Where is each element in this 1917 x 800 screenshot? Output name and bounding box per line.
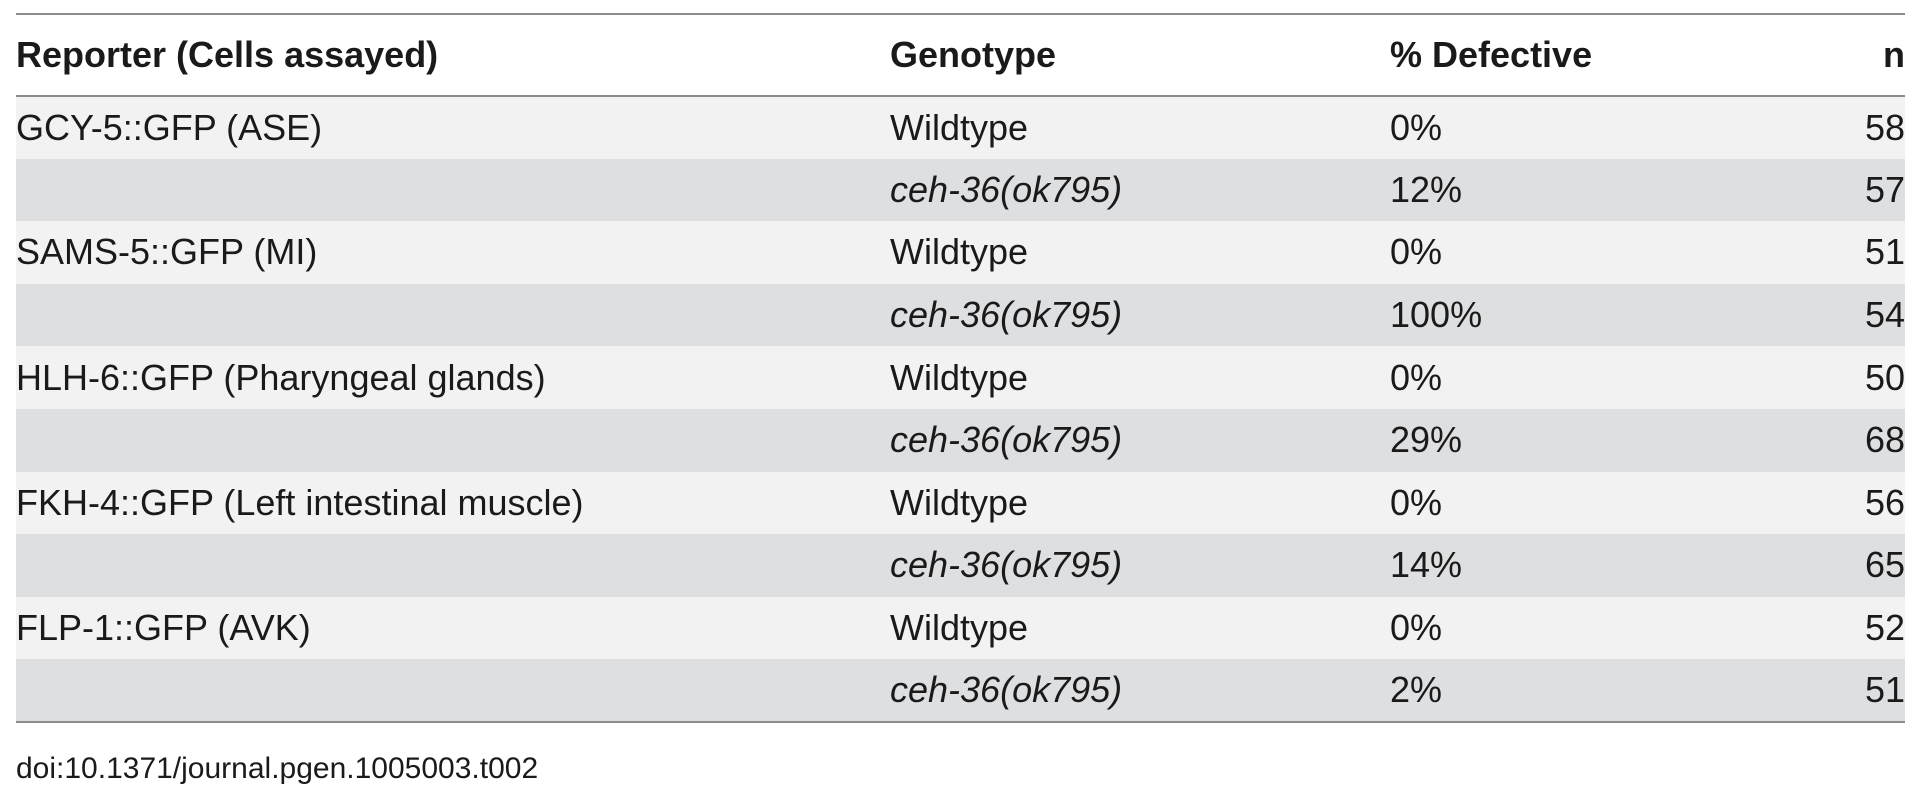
cell-defective: 0%: [1390, 106, 1443, 148]
table-row: ceh-36(ok795) 2% 51: [16, 659, 1905, 722]
cell-n: 52: [1864, 607, 1905, 649]
cell-genotype: ceh-36(ok795): [890, 669, 1123, 711]
cell-n: 50: [1864, 356, 1905, 398]
header-genotype: Genotype: [890, 34, 1057, 75]
cell-reporter: SAMS-5::GFP (MI): [16, 231, 318, 273]
cell-n: 57: [1864, 168, 1905, 210]
cell-n: 68: [1864, 419, 1905, 461]
cell-defective: 0%: [1390, 231, 1443, 273]
table-body: GCY-5::GFP (ASE) Wildtype 0% 58 ceh-36(o…: [16, 96, 1905, 722]
table-row: FLP-1::GFP (AVK) Wildtype 0% 52: [16, 596, 1905, 660]
cell-genotype: ceh-36(ok795): [890, 168, 1123, 210]
cell-defective: 0%: [1390, 481, 1443, 523]
cell-defective: 29%: [1390, 419, 1463, 461]
cell-genotype: ceh-36(ok795): [890, 544, 1123, 586]
cell-defective: 12%: [1390, 168, 1463, 210]
table-row: ceh-36(ok795) 14% 65: [16, 534, 1905, 597]
table-row: SAMS-5::GFP (MI) Wildtype 0% 51: [16, 221, 1905, 284]
cell-genotype: Wildtype: [890, 607, 1029, 649]
cell-defective: 100%: [1390, 294, 1483, 336]
cell-defective: 14%: [1390, 544, 1463, 586]
cell-reporter: [16, 409, 890, 472]
cell-n: 65: [1864, 544, 1905, 586]
cell-n: 56: [1864, 481, 1905, 523]
cell-defective: 2%: [1390, 669, 1443, 711]
cell-n: 51: [1864, 669, 1905, 711]
cell-reporter: FKH-4::GFP (Left intestinal muscle): [16, 481, 584, 523]
cell-reporter: GCY-5::GFP (ASE): [16, 106, 323, 148]
cell-n: 54: [1864, 294, 1905, 336]
cell-reporter: [16, 659, 890, 722]
cell-genotype: Wildtype: [890, 231, 1029, 273]
cell-reporter: [16, 534, 890, 597]
table-row: HLH-6::GFP (Pharyngeal glands) Wildtype …: [16, 346, 1905, 409]
table-row: GCY-5::GFP (ASE) Wildtype 0% 58: [16, 96, 1905, 159]
table-row: FKH-4::GFP (Left intestinal muscle) Wild…: [16, 471, 1905, 535]
header-reporter: Reporter (Cells assayed): [16, 34, 439, 75]
table-row: ceh-36(ok795) 100% 54: [16, 283, 1905, 347]
table-header: Reporter (Cells assayed) Genotype % Defe…: [16, 14, 1905, 96]
cell-reporter: [16, 284, 890, 347]
cell-genotype: Wildtype: [890, 356, 1029, 398]
cell-genotype: Wildtype: [890, 481, 1029, 523]
data-table-container: Reporter (Cells assayed) Genotype % Defe…: [16, 13, 1905, 723]
cell-reporter: [16, 159, 890, 222]
header-defective: % Defective: [1390, 34, 1593, 75]
cell-genotype: ceh-36(ok795): [890, 294, 1123, 336]
header-row: Reporter (Cells assayed) Genotype % Defe…: [16, 14, 1905, 96]
results-table: Reporter (Cells assayed) Genotype % Defe…: [16, 13, 1905, 723]
table-row: ceh-36(ok795) 29% 68: [16, 408, 1905, 472]
table-row: ceh-36(ok795) 12% 57: [16, 158, 1905, 222]
cell-n: 58: [1864, 106, 1905, 148]
doi-citation: doi:10.1371/journal.pgen.1005003.t002: [16, 752, 539, 785]
cell-defective: 0%: [1390, 356, 1443, 398]
cell-genotype: ceh-36(ok795): [890, 419, 1123, 461]
header-n: n: [1883, 34, 1905, 75]
cell-reporter: FLP-1::GFP (AVK): [16, 607, 311, 649]
cell-reporter: HLH-6::GFP (Pharyngeal glands): [16, 356, 546, 398]
cell-n: 51: [1864, 231, 1905, 273]
cell-defective: 0%: [1390, 607, 1443, 649]
cell-genotype: Wildtype: [890, 106, 1029, 148]
